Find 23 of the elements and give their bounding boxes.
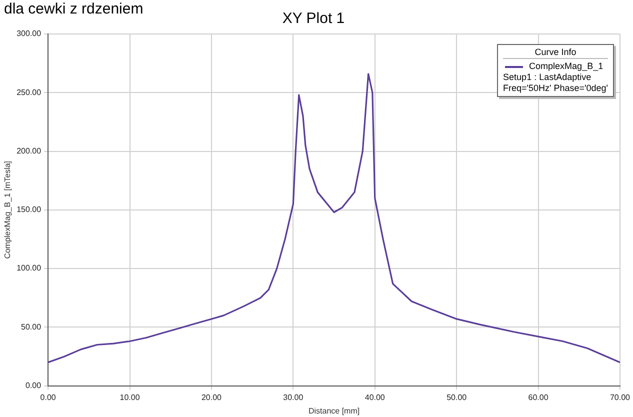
chart-title: XY Plot 1 [282, 10, 345, 28]
y-tick-label: 300.00 [16, 29, 42, 38]
y-tick-label: 0.00 [25, 381, 42, 390]
y-tick-label: 150.00 [16, 205, 42, 214]
y-tick-label: 50.00 [21, 322, 42, 332]
y-axis-title: ComplexMag_B_1 [mTesla] [3, 160, 12, 259]
legend-label: ComplexMag_B_1 [529, 61, 604, 71]
x-tick-label: 20.00 [201, 392, 222, 402]
legend-title: Curve Info [503, 47, 608, 59]
x-tick-label: 0.00 [40, 392, 56, 402]
y-tick-label: 200.00 [16, 146, 42, 156]
annotation: Setup1 : LastAdaptive [503, 72, 592, 83]
text: dla cewki z rdzeniem [4, 0, 144, 18]
x-tick-label: 50.00 [446, 392, 468, 402]
x-tick-label: 40.00 [364, 392, 386, 402]
y-tick-label: 100.00 [16, 264, 42, 273]
x-tick-label: 30.00 [283, 392, 304, 402]
x-tick-label: 60.00 [528, 392, 549, 402]
x-tick-label: 10.00 [120, 392, 140, 402]
x-tick-label: 70.00 [610, 392, 631, 402]
x-axis-title: Distance [mm] [308, 406, 360, 416]
annotation: Freq='50Hz' Phase='0deg' [503, 83, 608, 94]
y-tick-label: 250.00 [16, 88, 42, 97]
